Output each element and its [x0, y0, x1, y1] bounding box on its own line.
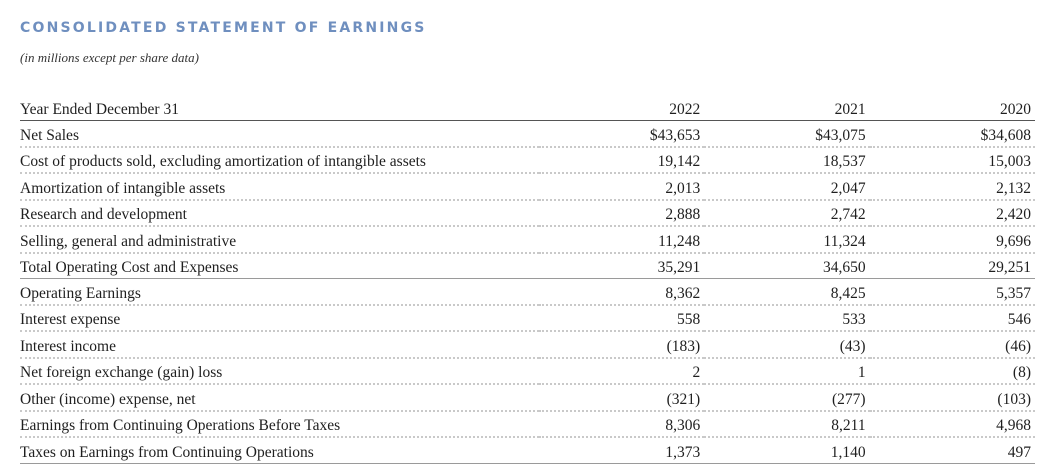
- row-value: 29,251: [869, 252, 1035, 279]
- row-value: 497: [869, 437, 1035, 464]
- row-value: 2,888: [538, 199, 705, 227]
- row-value: 1: [704, 357, 870, 385]
- row-value: 1,373: [538, 437, 705, 464]
- table-row: Interest expense 558 533 546: [20, 304, 1035, 332]
- row-value: 2: [538, 357, 705, 385]
- row-value: $34,608: [869, 120, 1035, 148]
- page-subtitle: (in millions except per share data): [20, 50, 199, 65]
- row-label: Net Sales: [20, 120, 539, 148]
- row-label: Research and development: [20, 199, 539, 227]
- row-label: Other (income) expense, net: [20, 384, 539, 412]
- row-value: 1,140: [704, 437, 870, 464]
- row-value: 8,425: [704, 278, 870, 306]
- row-value: (46): [869, 331, 1035, 359]
- row-value: 9,696: [869, 226, 1035, 254]
- row-value: 35,291: [538, 252, 705, 279]
- header-label: Year Ended December 31: [20, 94, 539, 121]
- page-title: CONSOLIDATED STATEMENT OF EARNINGS: [20, 20, 427, 36]
- row-value: 18,537: [704, 146, 870, 174]
- row-label: Interest expense: [20, 304, 539, 332]
- row-value: 2,132: [869, 173, 1035, 201]
- row-value: 533: [704, 304, 870, 332]
- row-value: 15,003: [869, 146, 1035, 174]
- row-value: 8,362: [538, 278, 705, 306]
- row-label: Selling, general and administrative: [20, 226, 539, 254]
- row-value: 558: [538, 304, 705, 332]
- row-label: Interest income: [20, 331, 539, 359]
- row-label: Cost of products sold, excluding amortiz…: [20, 146, 539, 174]
- row-value: 2,013: [538, 173, 705, 201]
- row-value: 11,324: [704, 226, 870, 254]
- row-value: 8,211: [704, 410, 870, 438]
- row-value: (103): [869, 384, 1035, 412]
- row-value: (183): [538, 331, 705, 359]
- row-value: (8): [869, 357, 1035, 385]
- table-row: Amortization of intangible assets 2,013 2,…: [20, 173, 1035, 201]
- table-row: Other (income) expense, net (321) (277) (10…: [20, 384, 1035, 412]
- row-label: Total Operating Cost and Expenses: [20, 252, 539, 279]
- header-year: 2021: [704, 94, 870, 121]
- table-row: Research and development 2,888 2,742 2,420: [20, 199, 1035, 227]
- table-row: Net Sales $43,653 $43,075 $34,608: [20, 120, 1035, 148]
- table-row: Selling, general and administrative 11,24…: [20, 226, 1035, 254]
- row-label: Earnings from Continuing Operations Befo…: [20, 410, 539, 438]
- row-value: 2,742: [704, 199, 870, 227]
- row-value: 8,306: [538, 410, 705, 438]
- row-value: $43,075: [704, 120, 870, 148]
- row-value: 34,650: [704, 252, 870, 279]
- table-header-row: Year Ended December 31 2022 2021 2020: [20, 94, 1035, 121]
- row-label: Taxes on Earnings from Continuing Operat…: [20, 437, 539, 464]
- row-value: 19,142: [538, 146, 705, 174]
- row-value: 546: [869, 304, 1035, 332]
- row-value: 4,968: [869, 410, 1035, 438]
- table-row: Net foreign exchange (gain) loss 2 1 (8): [20, 357, 1035, 385]
- row-value: 5,357: [869, 278, 1035, 306]
- table-row: Earnings from Continuing Operations Befo…: [20, 410, 1035, 438]
- row-label: Net foreign exchange (gain) loss: [20, 357, 539, 385]
- earnings-table-body: Year Ended December 31 2022 2021 2020 Ne…: [20, 94, 1035, 464]
- row-value: (321): [538, 384, 705, 412]
- row-value: (43): [704, 331, 870, 359]
- row-value: 2,047: [704, 173, 870, 201]
- header-year: 2020: [869, 94, 1035, 121]
- row-value: $43,653: [538, 120, 705, 148]
- earnings-table: Year Ended December 31 2022 2021 2020 Ne…: [20, 94, 1035, 464]
- row-value: 2,420: [869, 199, 1035, 227]
- row-value: 11,248: [538, 226, 705, 254]
- table-row: Operating Earnings 8,362 8,425 5,357: [20, 278, 1035, 306]
- header-year: 2022: [538, 94, 705, 121]
- row-value: (277): [704, 384, 870, 412]
- table-row: Cost of products sold, excluding amortiz…: [20, 146, 1035, 174]
- row-label: Operating Earnings: [20, 278, 539, 306]
- table-row: Interest income (183) (43) (46): [20, 331, 1035, 359]
- table-row: Total Operating Cost and Expenses 35,291 3…: [20, 252, 1035, 279]
- table-row: Taxes on Earnings from Continuing Operat…: [20, 437, 1035, 464]
- row-label: Amortization of intangible assets: [20, 173, 539, 201]
